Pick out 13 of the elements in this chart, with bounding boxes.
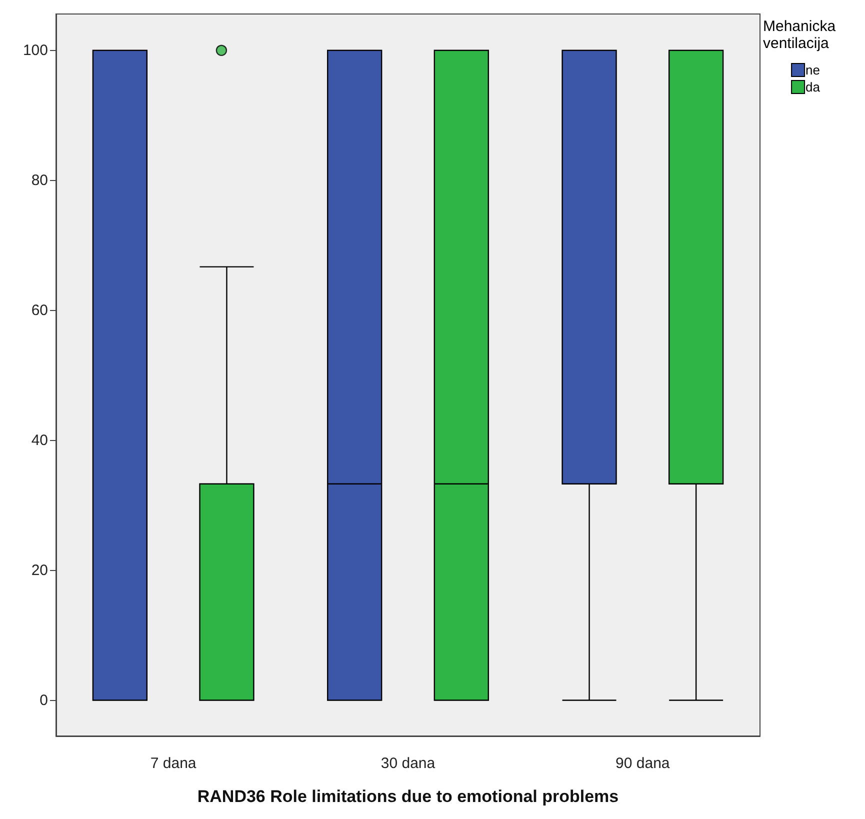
y-tick-label: 0: [40, 692, 48, 709]
x-tick-label: 30 dana: [380, 755, 436, 772]
y-tick-label: 20: [31, 562, 48, 579]
x-tick-label: 7 dana: [150, 755, 197, 772]
legend-label: ne: [806, 62, 820, 78]
legend-label: da: [806, 80, 821, 94]
y-tick-label: 80: [31, 172, 48, 189]
legend-title: Mehanicka ventilacija: [763, 18, 840, 52]
y-tick-label: 60: [31, 302, 48, 319]
x-axis-title: RAND36 Role limitations due to emotional problems: [197, 787, 619, 806]
y-tick-label: 40: [31, 432, 48, 449]
y-tick-label: 100: [22, 42, 48, 59]
x-tick-label: 90 dana: [616, 755, 670, 772]
